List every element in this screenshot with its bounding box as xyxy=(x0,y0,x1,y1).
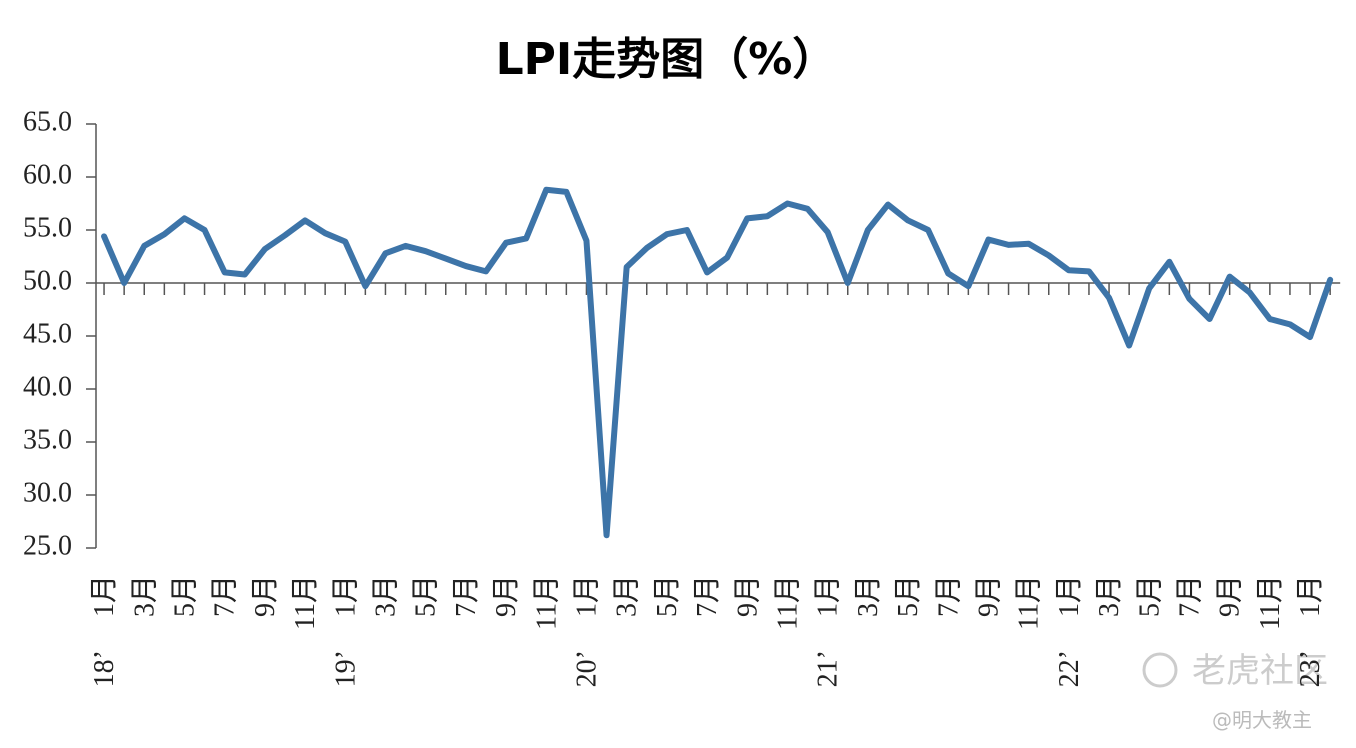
x-tick-label: 7月 xyxy=(451,575,482,617)
x-tick-label: 3月 xyxy=(853,575,884,617)
x-tick-label: 11月 xyxy=(290,575,321,630)
x-tick-label: 9月 xyxy=(491,575,522,617)
x-tick-label: 3月 xyxy=(1094,575,1125,617)
x-tick-label: 5月 xyxy=(411,575,442,617)
x-tick-label: 9月 xyxy=(732,575,763,617)
x-tick-label: 5月 xyxy=(1134,575,1165,617)
x-tick-label: 1月 xyxy=(1295,575,1326,617)
x-tick-label: 3月 xyxy=(129,575,160,617)
x-tick-label: 9月 xyxy=(1215,575,1246,617)
watermark-icon xyxy=(1142,652,1178,688)
x-tick-label: 3月 xyxy=(370,575,401,617)
x-tick-label: 1月 xyxy=(330,575,361,617)
y-tick-label: 35.0 xyxy=(23,424,72,455)
x-tick-label: 7月 xyxy=(210,575,241,617)
y-tick-label: 65.0 xyxy=(23,106,72,137)
x-tick-label: 9月 xyxy=(973,575,1004,617)
x-tick-label: 11月 xyxy=(1255,575,1286,630)
x-tick-label: 11月 xyxy=(1014,575,1045,630)
x-tick-label: 3月 xyxy=(612,575,643,617)
y-tick-label: 60.0 xyxy=(23,159,72,190)
year-label: 21’ xyxy=(813,650,844,687)
y-tick-label: 25.0 xyxy=(23,530,72,561)
chart-title: LPI走势图（%） xyxy=(496,34,837,85)
x-tick-label: 1月 xyxy=(1054,575,1085,617)
x-tick-label: 11月 xyxy=(531,575,562,630)
x-tick-label: 7月 xyxy=(692,575,723,617)
year-label: 22’ xyxy=(1054,650,1085,687)
year-label: 23’ xyxy=(1295,650,1326,687)
year-label: 20’ xyxy=(571,650,602,687)
x-tick-label: 7月 xyxy=(933,575,964,617)
x-tick-label: 1月 xyxy=(813,575,844,617)
data-line xyxy=(101,186,1334,539)
x-tick-label: 1月 xyxy=(571,575,602,617)
y-tick-label: 30.0 xyxy=(23,477,72,508)
x-tick-label: 11月 xyxy=(772,575,803,630)
y-tick-label: 50.0 xyxy=(23,265,72,296)
y-tick-label: 40.0 xyxy=(23,371,72,402)
x-tick-label: 5月 xyxy=(169,575,200,617)
x-tick-label: 7月 xyxy=(1174,575,1205,617)
year-label: 19’ xyxy=(330,650,361,687)
x-tick-label: 5月 xyxy=(652,575,683,617)
x-tick-label: 5月 xyxy=(893,575,924,617)
watermark: 老虎社区 xyxy=(1192,651,1328,691)
x-tick-label: 1月 xyxy=(89,575,120,617)
year-label: 18’ xyxy=(89,650,120,687)
watermark: @明大教主 xyxy=(1212,708,1312,732)
y-tick-label: 55.0 xyxy=(23,212,72,243)
x-tick-label: 9月 xyxy=(250,575,281,617)
y-tick-label: 45.0 xyxy=(23,318,72,349)
